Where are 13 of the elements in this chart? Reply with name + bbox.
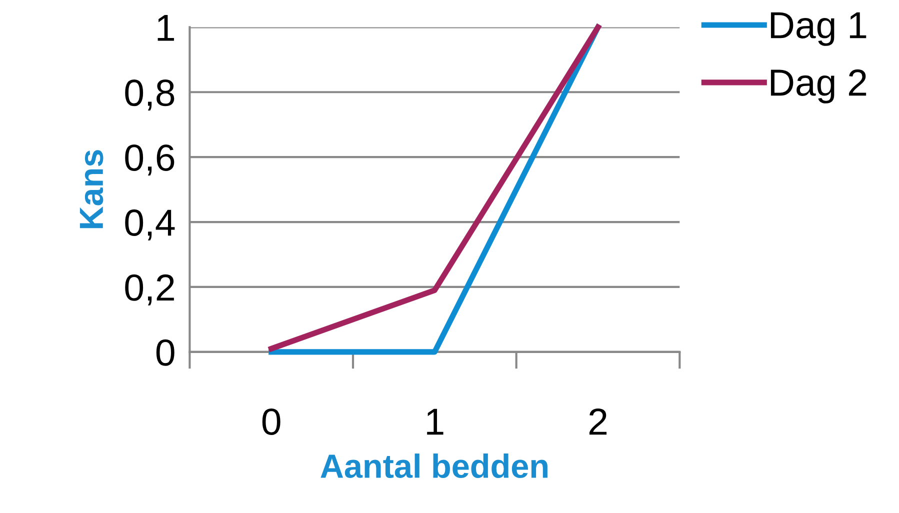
y-tick-label: 0,8 [125, 80, 174, 111]
x-tick-label: 2 [589, 408, 607, 435]
y-tick-label: 0,6 [125, 144, 174, 176]
y-tick-label: 0 [156, 339, 174, 366]
legend-label: Dag 1 [770, 12, 866, 46]
x-tick-label: 0 [262, 408, 280, 436]
legend-label: Dag 2 [770, 69, 866, 104]
y-tick-label: 0,2 [125, 274, 174, 306]
y-tick-label: 0,4 [125, 209, 175, 240]
x-tick-label: 1 [427, 408, 444, 435]
x-axis-title: Aantal bedden [320, 454, 548, 478]
y-axis-title: Kans [80, 150, 104, 228]
y-tick-label: 1 [158, 14, 174, 41]
